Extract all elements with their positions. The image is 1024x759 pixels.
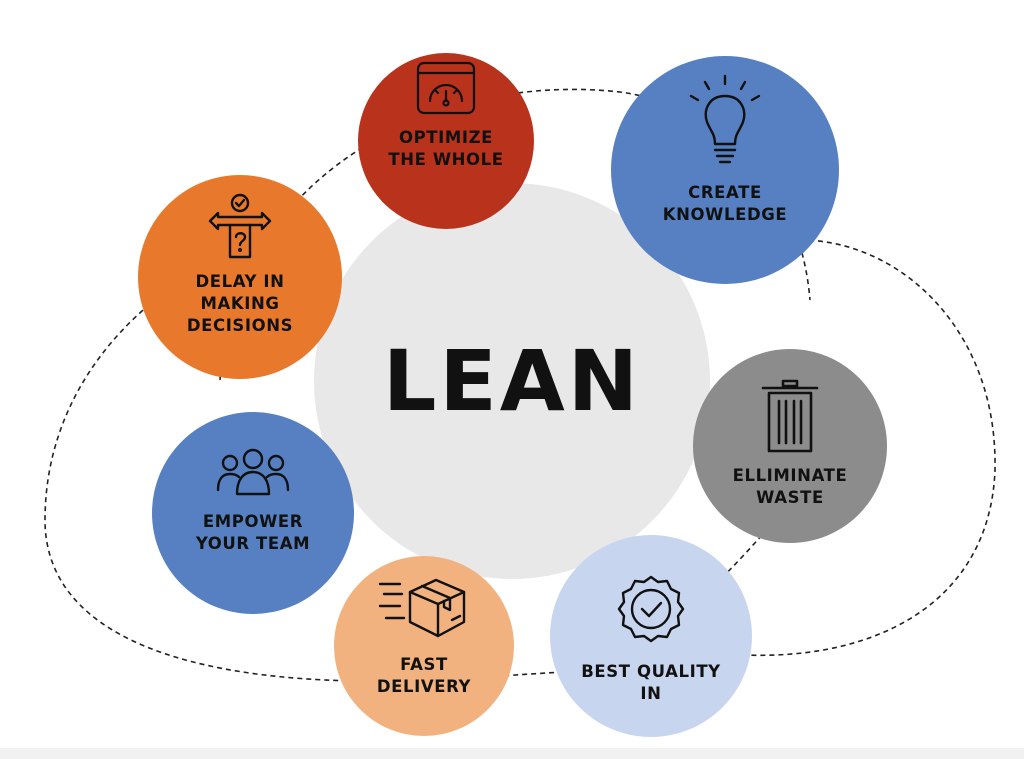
- node-empower-your-team: EMPOWER YOUR TEAM: [152, 412, 354, 614]
- dashed-path-left: [44, 224, 621, 682]
- label-delay-in-making-decisions: DELAY IN MAKING DECISIONS: [186, 272, 294, 335]
- bottom-strip: [0, 748, 1024, 759]
- decision-signpost-icon: [208, 193, 272, 259]
- team-icon: [216, 448, 290, 496]
- label-empower-your-team: EMPOWER YOUR TEAM: [195, 512, 311, 553]
- label-optimize-the-whole: OPTIMIZE THE WHOLE: [388, 128, 504, 169]
- node-create-knowledge: CREATE KNOWLEDGE: [611, 56, 839, 284]
- node-delay-in-making-decisions: DELAY IN MAKING DECISIONS: [138, 175, 342, 379]
- label-best-quality-in: BEST QUALITY IN: [581, 662, 721, 703]
- node-optimize-the-whole: OPTIMIZE THE WHOLE: [358, 53, 534, 229]
- center-title: LEAN: [382, 332, 642, 430]
- node-fast-delivery: FAST DELIVERY: [334, 556, 514, 736]
- trash-icon: [761, 379, 819, 453]
- node-best-quality-in: BEST QUALITY IN: [550, 535, 752, 737]
- speedometer-icon: [416, 61, 476, 115]
- label-fast-delivery: FAST DELIVERY: [376, 655, 472, 696]
- lightbulb-icon: [689, 74, 761, 164]
- quality-badge-icon: [617, 575, 685, 643]
- delivery-box-icon: [378, 578, 466, 638]
- node-elliminate-waste: ELLIMINATE WASTE: [693, 349, 887, 543]
- label-create-knowledge: CREATE KNOWLEDGE: [662, 183, 788, 224]
- label-elliminate-waste: ELLIMINATE WASTE: [732, 466, 848, 507]
- dashed-path-right: [744, 239, 996, 657]
- dashed-path-top: [219, 88, 811, 381]
